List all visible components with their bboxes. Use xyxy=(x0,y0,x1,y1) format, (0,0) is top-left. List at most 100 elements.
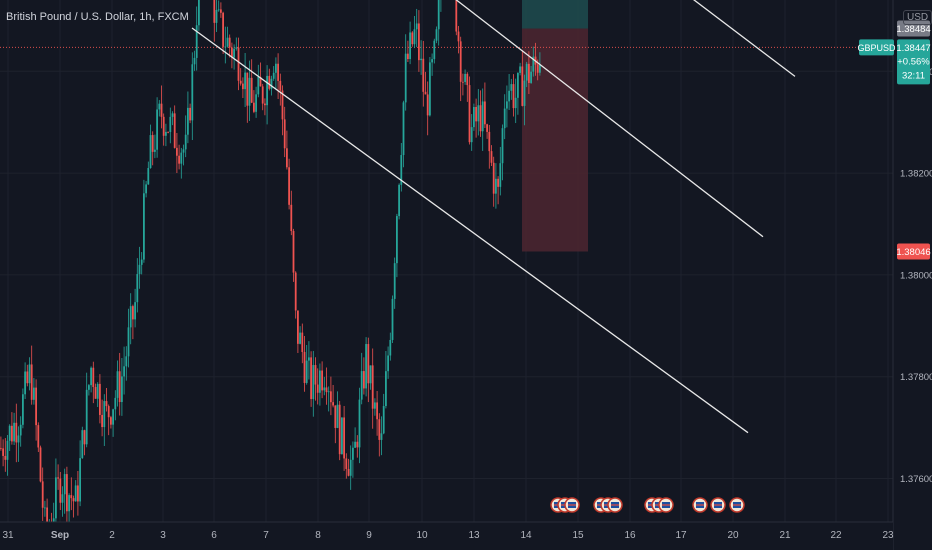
candle-body xyxy=(158,103,161,110)
candle xyxy=(154,134,156,159)
candle xyxy=(413,15,416,49)
candle xyxy=(8,424,11,451)
candle xyxy=(180,147,183,179)
candle-body xyxy=(145,184,147,194)
candle-body xyxy=(228,37,231,48)
candle-body xyxy=(259,76,262,87)
candle xyxy=(15,403,18,463)
time-tick-label: 31 xyxy=(2,530,14,541)
candle xyxy=(283,106,286,158)
candle-body xyxy=(488,131,491,152)
candle xyxy=(85,372,88,448)
candle-body xyxy=(396,216,398,264)
candle xyxy=(374,398,376,416)
candle-body xyxy=(519,66,521,73)
candle-body xyxy=(169,116,172,132)
candle-body xyxy=(94,387,97,399)
candle xyxy=(299,326,301,345)
currency-selector[interactable]: USD xyxy=(903,10,932,25)
candle xyxy=(305,344,308,385)
candle-body xyxy=(198,0,200,26)
candle-body xyxy=(217,9,220,11)
candle-body xyxy=(261,86,264,104)
candle-body xyxy=(437,0,440,30)
candle-body xyxy=(281,90,284,120)
candle xyxy=(407,40,409,63)
candle xyxy=(257,64,260,98)
candle-body xyxy=(389,339,392,356)
candle-body xyxy=(235,47,238,49)
candle-body xyxy=(35,387,37,426)
candle xyxy=(338,401,341,461)
candle xyxy=(169,107,172,144)
candle xyxy=(134,288,136,328)
candle xyxy=(136,258,139,313)
candle xyxy=(266,65,268,125)
candle xyxy=(336,391,339,429)
candle-body xyxy=(424,91,427,95)
price-tick-label: 1.38200 xyxy=(900,169,932,180)
candle-body xyxy=(539,64,541,73)
candle-body xyxy=(11,425,13,442)
candle xyxy=(310,351,312,407)
candle-body xyxy=(517,72,519,98)
candle xyxy=(17,426,20,462)
candle-body xyxy=(411,32,414,45)
candle xyxy=(123,346,125,395)
candle-body xyxy=(215,9,218,23)
candle-body xyxy=(17,435,20,443)
candle xyxy=(356,435,359,458)
candle-body xyxy=(334,405,337,428)
candle-body xyxy=(132,306,134,320)
candle-body xyxy=(147,167,150,185)
time-tick-label: 14 xyxy=(520,530,532,541)
candle xyxy=(341,417,343,455)
candle-body xyxy=(165,131,167,136)
time-tick-label: 23 xyxy=(882,530,894,541)
candle-body xyxy=(231,47,233,58)
candle xyxy=(490,145,493,166)
candle-body xyxy=(497,178,499,187)
candle-body xyxy=(435,29,438,41)
candle xyxy=(6,435,9,476)
candle xyxy=(525,61,528,88)
candle xyxy=(37,422,40,453)
candle xyxy=(345,453,348,479)
candle xyxy=(81,426,84,459)
candle xyxy=(400,143,403,192)
candle xyxy=(330,376,332,416)
candle xyxy=(246,72,249,123)
candle xyxy=(132,304,134,340)
candle-body xyxy=(393,263,396,299)
candle-body xyxy=(374,402,376,409)
candle xyxy=(178,144,180,170)
candle-body xyxy=(270,78,273,89)
candle xyxy=(272,66,275,81)
candle-body xyxy=(290,204,293,232)
candle-body xyxy=(77,485,79,502)
candle-body xyxy=(173,113,176,148)
candle-body xyxy=(193,57,196,65)
candle xyxy=(297,310,299,354)
candle xyxy=(387,346,389,379)
candle xyxy=(2,439,4,467)
candle xyxy=(514,78,517,124)
candle-body xyxy=(459,41,462,82)
candle xyxy=(213,0,216,42)
candles xyxy=(0,0,541,550)
candle-body xyxy=(187,107,189,135)
time-tick-label: 15 xyxy=(572,530,584,541)
candle-body xyxy=(486,124,488,132)
candle-body xyxy=(4,455,7,460)
candle xyxy=(79,440,81,507)
candle xyxy=(127,308,130,368)
candle xyxy=(512,74,515,117)
candle xyxy=(165,123,167,147)
candle xyxy=(393,257,396,309)
candle-body xyxy=(59,478,62,503)
channel-trendline xyxy=(191,27,749,434)
candle xyxy=(189,103,191,124)
candle xyxy=(426,81,429,136)
candle-body xyxy=(433,40,436,60)
